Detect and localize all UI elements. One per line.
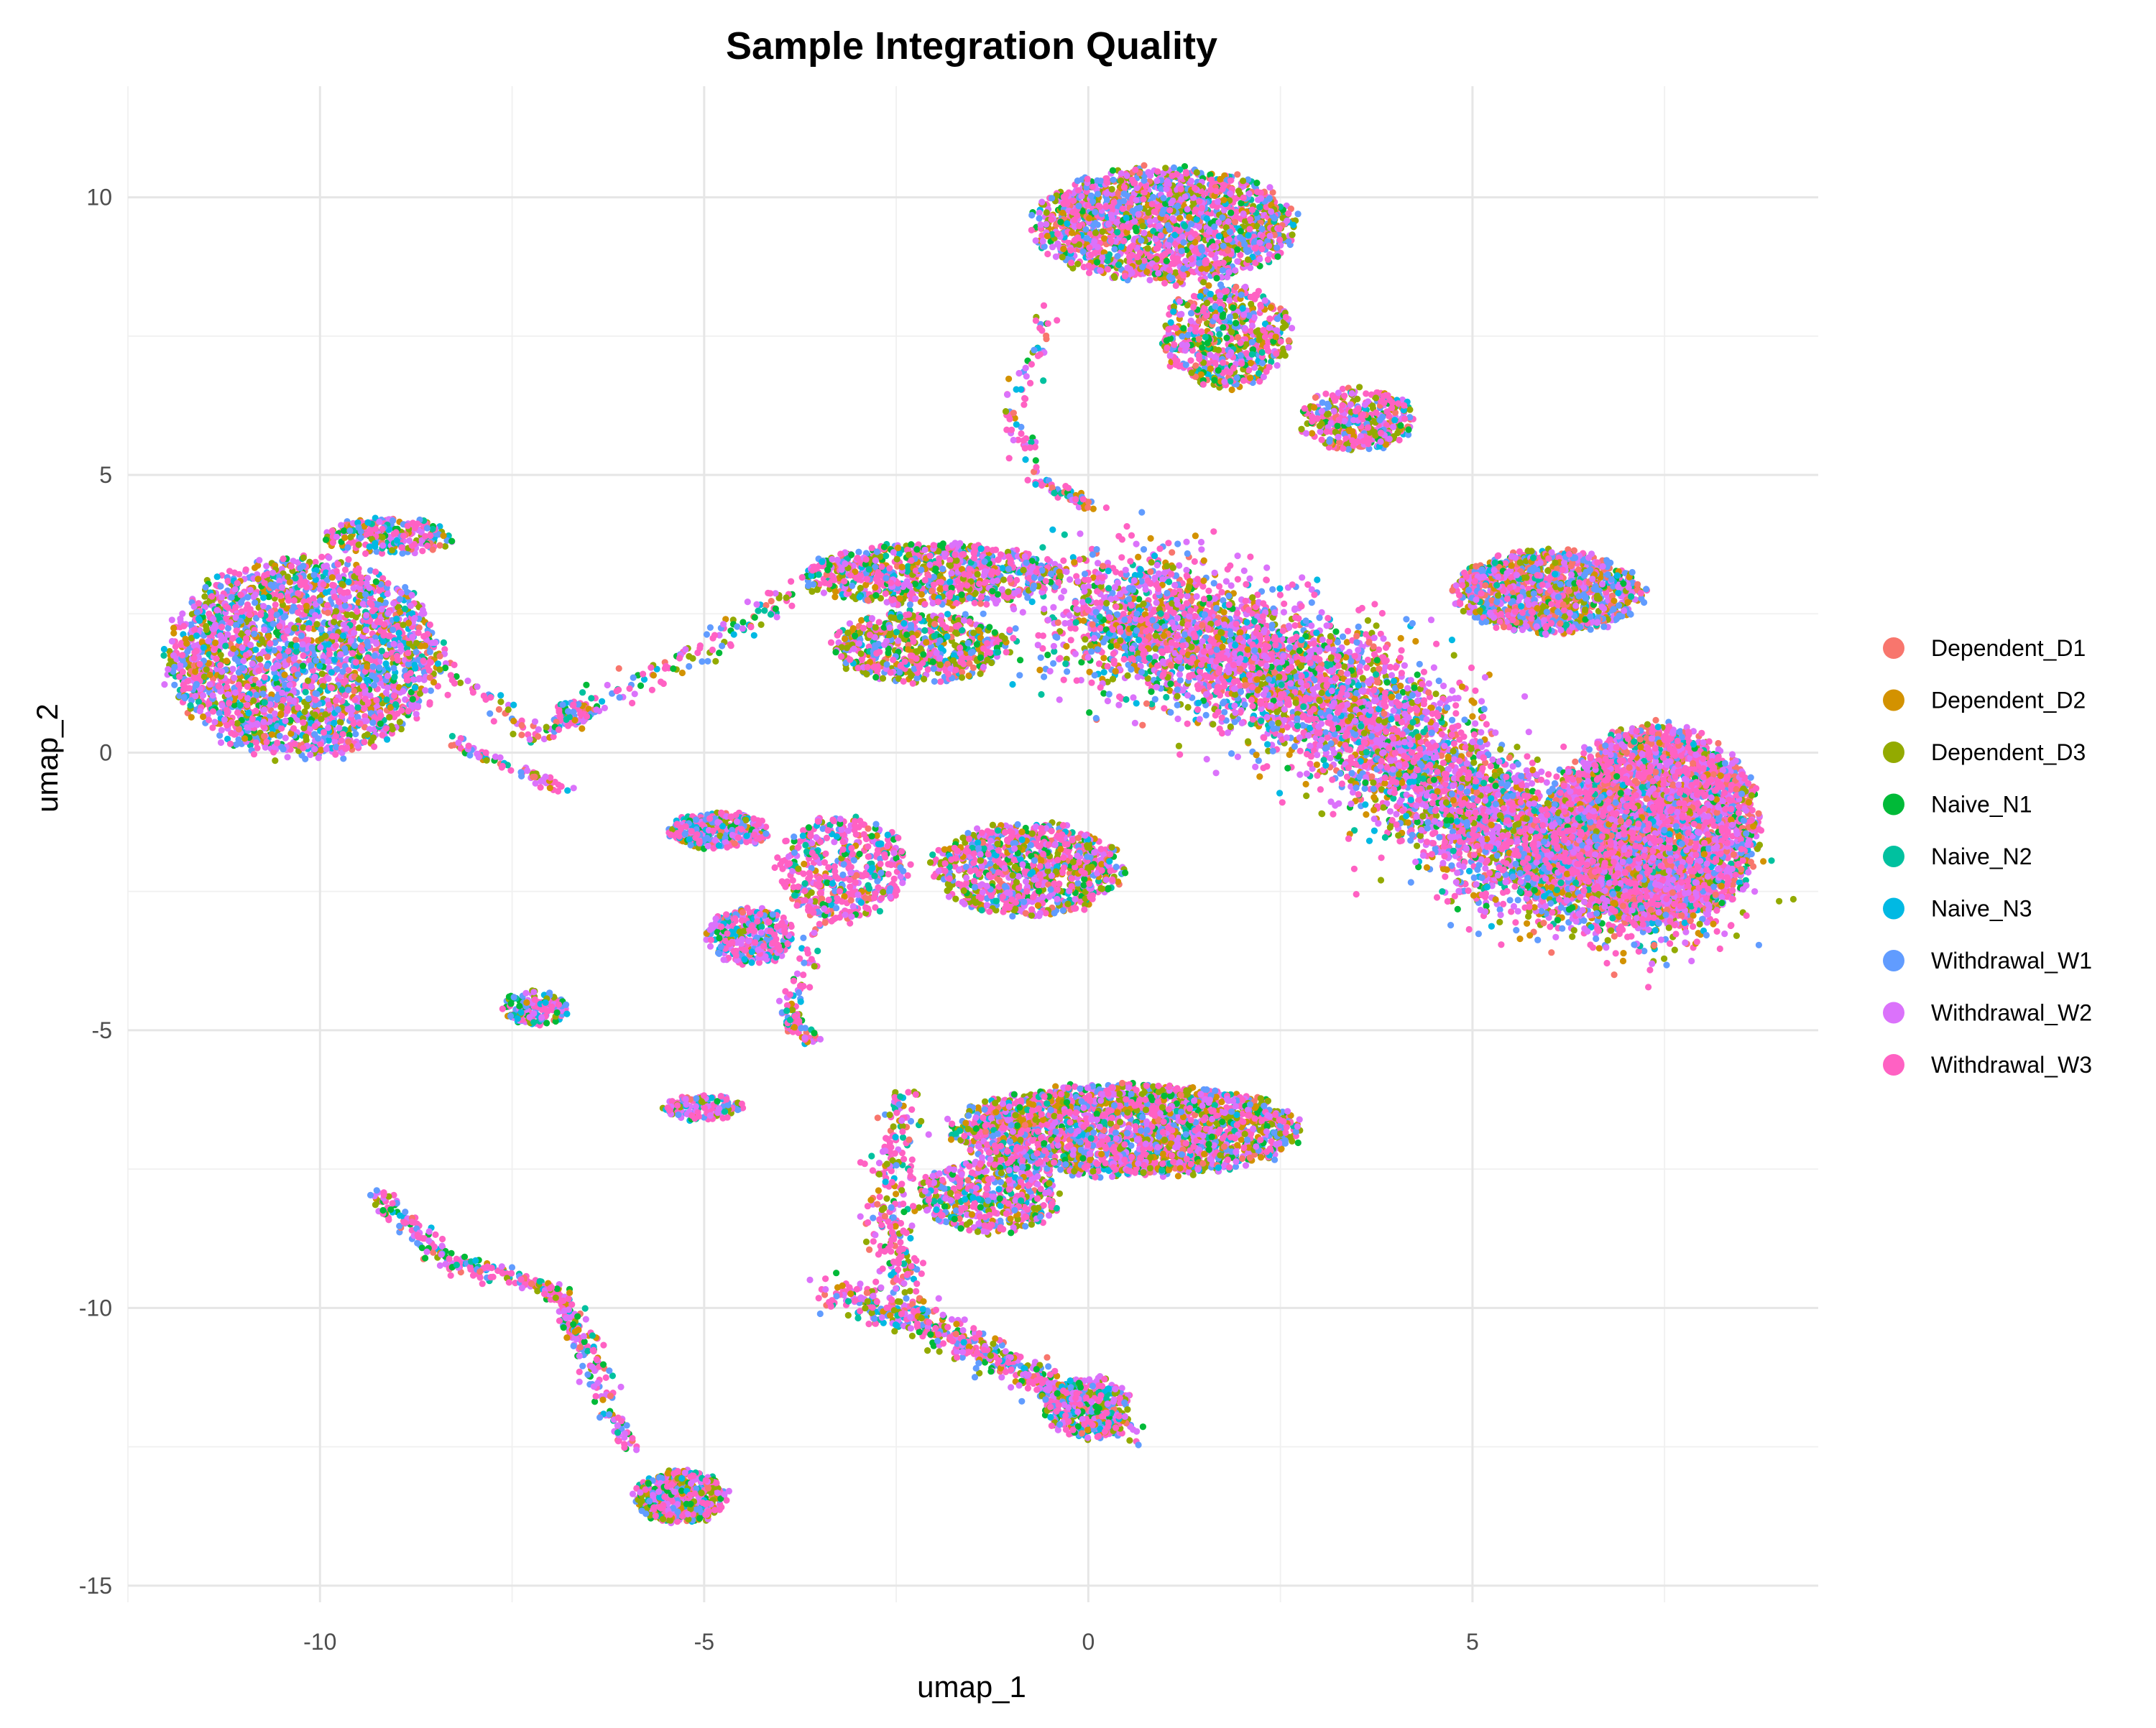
legend-swatch: [1883, 897, 1904, 920]
x-tick-label: -10: [303, 1629, 336, 1655]
points-withdrawal-w2: [165, 169, 1756, 1518]
y-tick-label: 5: [99, 462, 112, 488]
x-tick-label: -5: [694, 1629, 714, 1655]
legend-label: Dependent_D1: [1931, 635, 2086, 661]
legend-item-dependent-d3: Dependent_D3: [1883, 739, 2086, 765]
points-withdrawal-w3: [176, 166, 1760, 1520]
legend-label: Withdrawal_W1: [1931, 948, 2092, 974]
y-tick-label: 10: [86, 185, 112, 211]
legend-item-naive-n2: Naive_N2: [1883, 844, 2032, 869]
y-axis-title: umap_2: [30, 703, 64, 813]
legend-swatch: [1883, 950, 1904, 971]
y-tick-labels: 10 5 0 -5 -10 -15: [79, 185, 112, 1599]
points-withdrawal-w3: [172, 172, 1765, 1520]
legend-label: Naive_N1: [1931, 792, 2032, 818]
x-tick-label: 0: [1082, 1629, 1095, 1655]
legend-label: Withdrawal_W2: [1931, 1000, 2092, 1026]
legend-swatch: [1883, 741, 1904, 763]
y-tick-label: -5: [92, 1017, 112, 1043]
legend-label: Naive_N3: [1931, 896, 2032, 922]
legend-label: Withdrawal_W3: [1931, 1052, 2092, 1078]
y-tick-label: -10: [79, 1295, 112, 1321]
x-tick-labels: -10 -5 0 5: [303, 1629, 1479, 1655]
y-tick-label: 0: [99, 739, 112, 765]
legend: Dependent_D1 Dependent_D2 Dependent_D3 Naiv…: [1883, 635, 2092, 1078]
y-tick-label: -15: [79, 1573, 112, 1599]
legend-item-dependent-d1: Dependent_D1: [1883, 635, 2086, 661]
legend-item-withdrawal-w2: Withdrawal_W2: [1883, 1000, 2092, 1026]
legend-item-dependent-d2: Dependent_D2: [1883, 688, 2086, 713]
chart-title: Sample Integration Quality: [726, 24, 1217, 68]
legend-swatch: [1883, 846, 1904, 867]
legend-label: Dependent_D2: [1931, 688, 2086, 713]
points-withdrawal-w1: [178, 177, 1749, 1520]
legend-label: Dependent_D3: [1931, 739, 2086, 765]
legend-swatch: [1883, 1002, 1904, 1024]
x-axis-title: umap_1: [917, 1670, 1026, 1704]
legend-item-naive-n1: Naive_N1: [1883, 792, 2032, 818]
legend-item-withdrawal-w1: Withdrawal_W1: [1883, 948, 2092, 974]
x-tick-label: 5: [1466, 1629, 1479, 1655]
legend-swatch: [1883, 793, 1904, 816]
legend-item-withdrawal-w3: Withdrawal_W3: [1883, 1052, 2092, 1078]
points-withdrawal-w3: [172, 168, 1763, 1525]
legend-item-naive-n3: Naive_N3: [1883, 896, 2032, 922]
legend-swatch: [1883, 637, 1904, 659]
points-layer: [160, 162, 1797, 1527]
legend-label: Naive_N2: [1931, 844, 2032, 869]
legend-swatch: [1883, 1054, 1904, 1076]
legend-swatch: [1883, 689, 1904, 711]
points-withdrawal-w2: [166, 170, 1754, 1518]
